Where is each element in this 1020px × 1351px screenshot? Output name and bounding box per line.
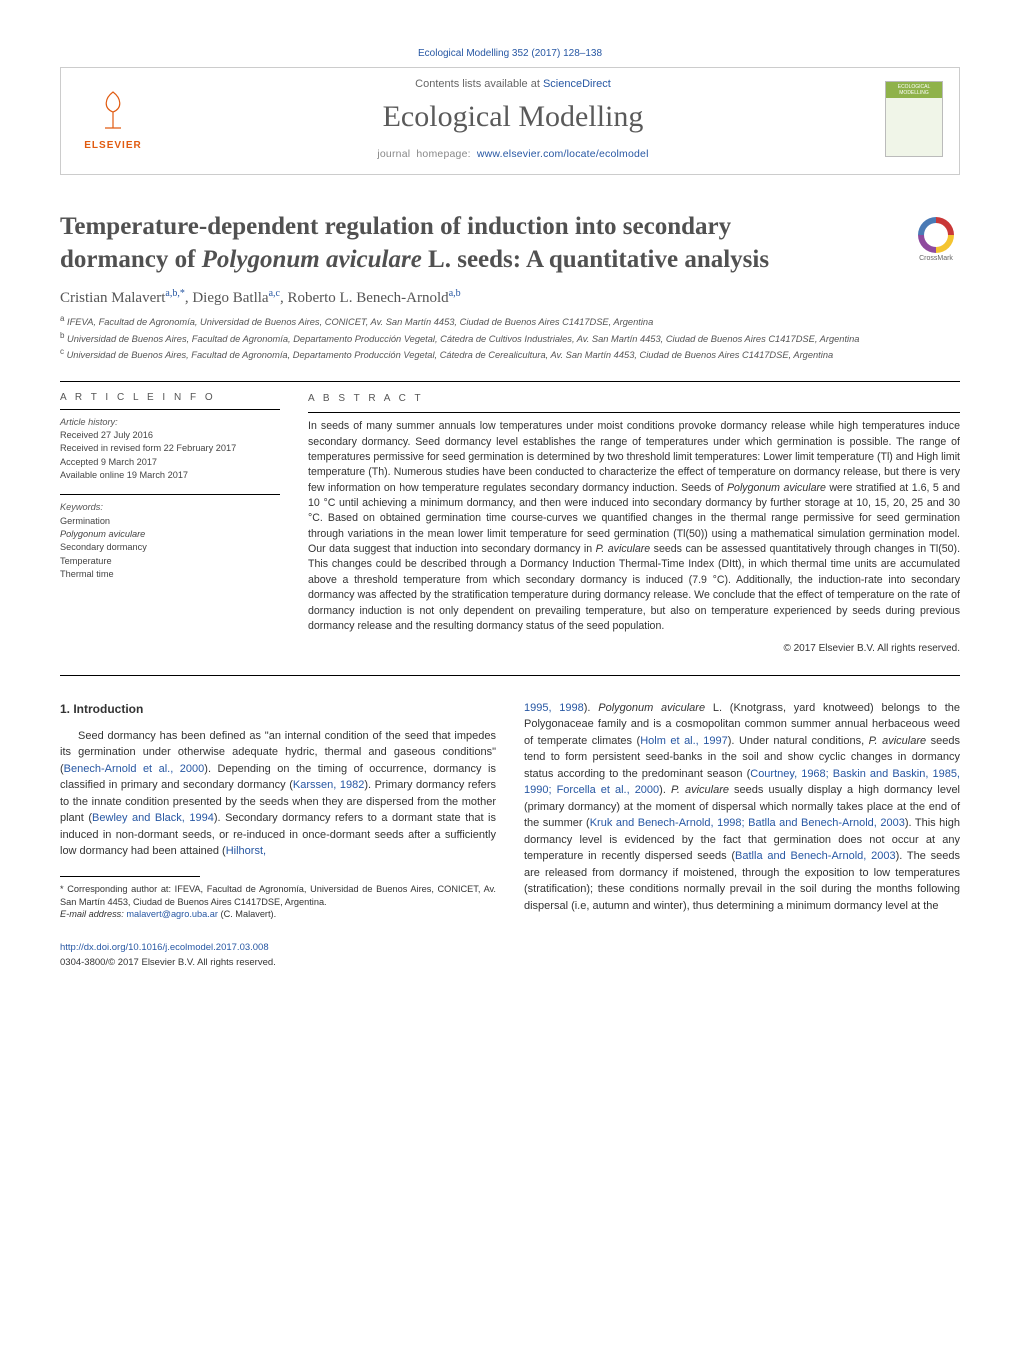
c1r2[interactable]: Karssen, 1982: [293, 779, 364, 791]
issn-line: 0304-3800/© 2017 Elsevier B.V. All right…: [60, 956, 960, 970]
meta-abstract-row: A R T I C L E I N F O Article history: R…: [60, 392, 960, 657]
article-title: Temperature-dependent regulation of indu…: [60, 211, 840, 276]
sciencedirect-link[interactable]: ScienceDirect: [543, 78, 611, 90]
email-line: E-mail address: malavert@agro.uba.ar (C.…: [60, 908, 496, 921]
intro-block: 1. Introduction Seed dormancy has been d…: [60, 700, 960, 922]
c2r6[interactable]: Holm et al., 1997: [640, 735, 728, 747]
doi-link[interactable]: http://dx.doi.org/10.1016/j.ecolmodel.20…: [60, 941, 960, 955]
c2sp2: P. aviculare: [869, 735, 927, 747]
aff-c-text: Universidad de Buenos Aires, Facultad de…: [67, 350, 834, 360]
aff-a-text: IFEVA, Facultad de Agronomía, Universida…: [67, 317, 653, 327]
history-accepted: Accepted 9 March 2017: [60, 456, 280, 469]
keywords-group: Keywords: Germination Polygonum avicular…: [60, 501, 280, 581]
contents-line: Contents lists available at ScienceDirec…: [149, 78, 877, 90]
kw-1: Polygonum aviculare: [60, 528, 280, 541]
kw-0: Germination: [60, 515, 280, 528]
title-species: Polygonum aviculare: [202, 246, 422, 273]
abstract-copyright: © 2017 Elsevier B.V. All rights reserved…: [308, 642, 960, 657]
citation-line: Ecological Modelling 352 (2017) 128–138: [60, 48, 960, 59]
affiliation-a: a IFEVA, Facultad de Agronomía, Universi…: [60, 313, 960, 330]
author-2: Diego Batlla: [192, 290, 268, 306]
history-group: Article history: Received 27 July 2016 R…: [60, 416, 280, 483]
abs-sp2: P. aviculare: [596, 543, 651, 555]
abstract-head: A B S T R A C T: [308, 392, 960, 407]
c2sp1: Polygonum aviculare: [598, 702, 705, 714]
publisher-name: ELSEVIER: [77, 140, 149, 151]
abs-rule: [308, 412, 960, 413]
header-center: Contents lists available at ScienceDirec…: [149, 78, 877, 160]
crossmark-label: CrossMark: [912, 255, 960, 262]
affiliations: a IFEVA, Facultad de Agronomía, Universi…: [60, 313, 960, 363]
author-1: Cristian Malavert: [60, 290, 165, 306]
c2r5[interactable]: 1995, 1998: [524, 702, 584, 714]
article-info-head: A R T I C L E I N F O: [60, 392, 280, 403]
kw-2: Secondary dormancy: [60, 541, 280, 554]
abstract-col: A B S T R A C T In seeds of many summer …: [308, 392, 960, 657]
cover-band: ECOLOGICAL MODELLING: [886, 82, 942, 98]
crossmark-icon: [918, 217, 954, 253]
footnote: * Corresponding author at: IFEVA, Facult…: [60, 883, 496, 922]
homepage-link[interactable]: www.elsevier.com/locate/ecolmodel: [477, 148, 649, 160]
c2r8[interactable]: Kruk and Benech-Arnold, 1998; Batlla and…: [590, 817, 905, 829]
kw-3: Temperature: [60, 555, 280, 568]
footer: http://dx.doi.org/10.1016/j.ecolmodel.20…: [60, 941, 960, 970]
contents-prefix: Contents lists available at: [415, 78, 543, 90]
history-online: Available online 19 March 2017: [60, 469, 280, 482]
keywords-label: Keywords:: [60, 501, 280, 514]
kw-4: Thermal time: [60, 568, 280, 581]
c2p1: ).: [584, 702, 598, 714]
footnote-separator: [60, 876, 200, 877]
article-info-col: A R T I C L E I N F O Article history: R…: [60, 392, 280, 657]
c1r4[interactable]: Hilhorst,: [226, 845, 266, 857]
c2sp3: P. aviculare: [671, 784, 729, 796]
history-label: Article history:: [60, 416, 280, 429]
homepage-line: journal homepage: www.elsevier.com/locat…: [149, 148, 877, 160]
c2p3: ). Under natural conditions,: [728, 735, 869, 747]
journal-name: Ecological Modelling: [149, 100, 877, 134]
email-label: E-mail address:: [60, 909, 126, 919]
abs-p3: seeds can be assessed quantitatively thr…: [308, 543, 960, 632]
intro-col-left: 1. Introduction Seed dormancy has been d…: [60, 700, 496, 922]
history-revised: Received in revised form 22 February 201…: [60, 442, 280, 455]
rule-top: [60, 381, 960, 382]
author-1-sup: a,b,*: [165, 288, 184, 299]
title-part2: L. seeds: A quantitative analysis: [422, 246, 769, 273]
c2p5: ).: [659, 784, 671, 796]
intro-col-right: 1995, 1998). Polygonum aviculare L. (Kno…: [524, 700, 960, 922]
c1r3[interactable]: Bewley and Black, 1994: [92, 812, 214, 824]
elsevier-tree-icon: [77, 88, 149, 138]
intro-columns: 1. Introduction Seed dormancy has been d…: [60, 700, 960, 922]
c2r9[interactable]: Batlla and Benech-Arnold, 2003: [735, 850, 896, 862]
affiliation-c: c Universidad de Buenos Aires, Facultad …: [60, 346, 960, 363]
page: Ecological Modelling 352 (2017) 128–138 …: [0, 0, 1020, 1010]
email-who: (C. Malavert).: [218, 909, 276, 919]
history-received: Received 27 July 2016: [60, 429, 280, 442]
rule-bottom: [60, 675, 960, 676]
crossmark-badge[interactable]: CrossMark: [912, 217, 960, 262]
kw-rule: [60, 494, 280, 495]
aff-b-text: Universidad de Buenos Aires, Facultad de…: [67, 334, 859, 344]
info-rule: [60, 409, 280, 410]
publisher-logo: ELSEVIER: [77, 88, 149, 151]
intro-right-para: 1995, 1998). Polygonum aviculare L. (Kno…: [524, 700, 960, 915]
title-block: Temperature-dependent regulation of indu…: [60, 211, 960, 276]
c1r1[interactable]: Benech-Arnold et al., 2000: [64, 763, 205, 775]
intro-left-para: Seed dormancy has been defined as "an in…: [60, 728, 496, 860]
corresponding-author: * Corresponding author at: IFEVA, Facult…: [60, 883, 496, 909]
header-box: ELSEVIER Contents lists available at Sci…: [60, 67, 960, 175]
author-3-sup: a,b: [449, 288, 461, 299]
abstract-body: In seeds of many summer annuals low temp…: [308, 419, 960, 634]
author-3: Roberto L. Benech-Arnold: [287, 290, 448, 306]
author-2-sup: a,c: [269, 288, 280, 299]
email-address[interactable]: malavert@agro.uba.ar: [126, 909, 218, 919]
affiliation-b: b Universidad de Buenos Aires, Facultad …: [60, 330, 960, 347]
authors-line: Cristian Malaverta,b,*, Diego Batllaa,c,…: [60, 288, 960, 307]
homepage-prefix: journal homepage:: [377, 148, 477, 160]
journal-cover-thumb: ECOLOGICAL MODELLING: [885, 81, 943, 157]
abs-sp1: Polygonum aviculare: [727, 482, 826, 494]
intro-heading: 1. Introduction: [60, 700, 496, 718]
